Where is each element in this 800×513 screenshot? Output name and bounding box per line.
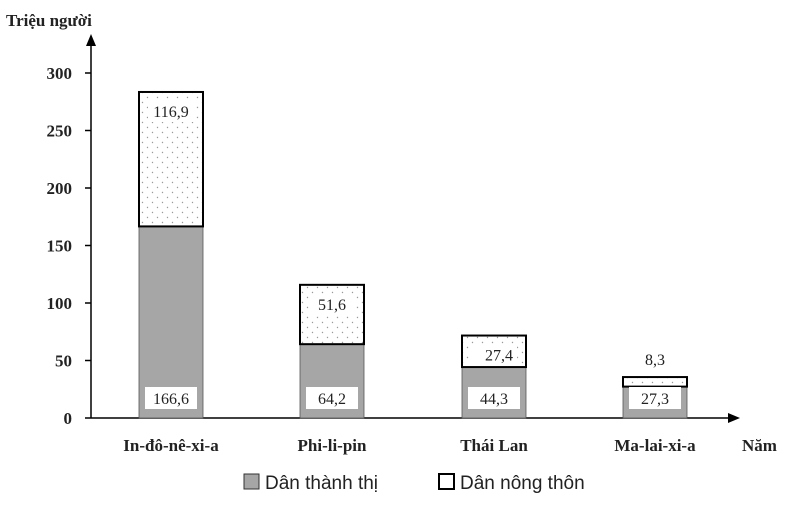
data-label-rural: 51,6: [318, 297, 346, 314]
legend-swatch-urban: [243, 473, 260, 490]
category-label: In-đô-nê-xi-a: [123, 436, 219, 455]
bars: 166,6 116,9 64,2 51,6 44,3 27,4 27,3 8,3: [138, 90, 688, 419]
y-tick-label: 150: [47, 237, 73, 256]
data-label-urban: 64,2: [318, 391, 346, 408]
data-label-urban: 27,3: [641, 391, 669, 408]
data-label-rural: 8,3: [645, 352, 665, 369]
y-tick-label: 100: [47, 294, 73, 313]
legend-swatch-rural: [438, 473, 455, 490]
x-axis-title: Năm: [742, 436, 777, 455]
data-label-urban: 44,3: [480, 391, 508, 408]
category-labels: In-đô-nê-xi-a Phi-li-pin Thái Lan Ma-lai-xi…: [123, 436, 696, 455]
data-label-box-rural: [309, 293, 355, 315]
y-tick-label: 250: [47, 122, 73, 141]
category-label: Thái Lan: [460, 436, 528, 455]
bar-rural: [622, 376, 688, 388]
category-label: Ma-lai-xi-a: [614, 436, 696, 455]
y-axis-title: Triệu người: [6, 11, 92, 30]
data-label-urban: 166,6: [153, 391, 189, 408]
y-tick-label: 0: [64, 409, 73, 428]
y-tick-label: 200: [47, 179, 73, 198]
bar-urban: [138, 226, 204, 419]
legend-label-rural: Dân nông thôn: [460, 473, 585, 494]
data-label-box-urban: [629, 387, 681, 409]
y-tick-label: 300: [47, 64, 73, 83]
data-label-box-rural: [148, 100, 194, 122]
y-axis: [86, 34, 96, 418]
data-label-rural: 27,4: [485, 348, 513, 365]
category-label: Phi-li-pin: [298, 436, 368, 455]
data-label-box-urban: [145, 387, 197, 409]
legend-label-urban: Dân thành thị: [265, 473, 378, 494]
data-label-box-urban: [306, 387, 358, 409]
y-tick-label: 50: [55, 352, 72, 371]
data-label-box-rural: [471, 344, 517, 366]
legend: Dân thành thị Dân nông thôn: [243, 473, 585, 494]
data-label-rural: 116,9: [153, 104, 188, 121]
y-ticks: 0 50 100 150 200 250 300: [47, 64, 91, 428]
data-label-box-urban: [468, 387, 520, 409]
